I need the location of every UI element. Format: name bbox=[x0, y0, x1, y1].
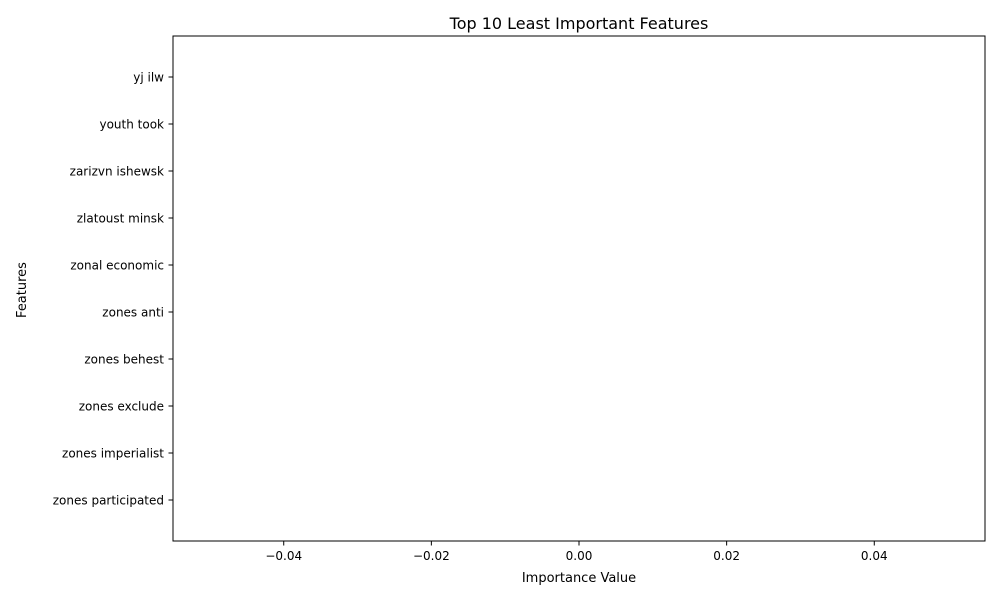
y-tick-label: yj ilw bbox=[133, 71, 164, 85]
y-tick-label: youth took bbox=[99, 118, 164, 132]
y-tick-label: zones behest bbox=[84, 353, 164, 367]
y-tick-label: zones exclude bbox=[79, 400, 164, 414]
y-tick-label: zones participated bbox=[53, 494, 164, 508]
y-axis-label: Features bbox=[15, 262, 30, 318]
x-axis-label: Importance Value bbox=[522, 571, 636, 586]
x-tick-label: 0.04 bbox=[861, 549, 888, 563]
y-tick-label: zones anti bbox=[102, 306, 164, 320]
chart-title: Top 10 Least Important Features bbox=[449, 14, 709, 33]
x-tick-label: −0.02 bbox=[413, 549, 450, 563]
y-tick-label: zones imperialist bbox=[62, 447, 164, 461]
y-tick-label: zlatoust minsk bbox=[77, 212, 164, 226]
x-tick-label: 0.00 bbox=[566, 549, 593, 563]
x-tick-label: 0.02 bbox=[713, 549, 740, 563]
y-tick-label: zonal economic bbox=[70, 259, 164, 273]
x-tick-label: −0.04 bbox=[265, 549, 302, 563]
y-tick-label: zarizvn ishewsk bbox=[70, 165, 164, 179]
plot-area: −0.04 −0.02 0.00 0.02 0.04 zones participated… bbox=[53, 35, 986, 563]
